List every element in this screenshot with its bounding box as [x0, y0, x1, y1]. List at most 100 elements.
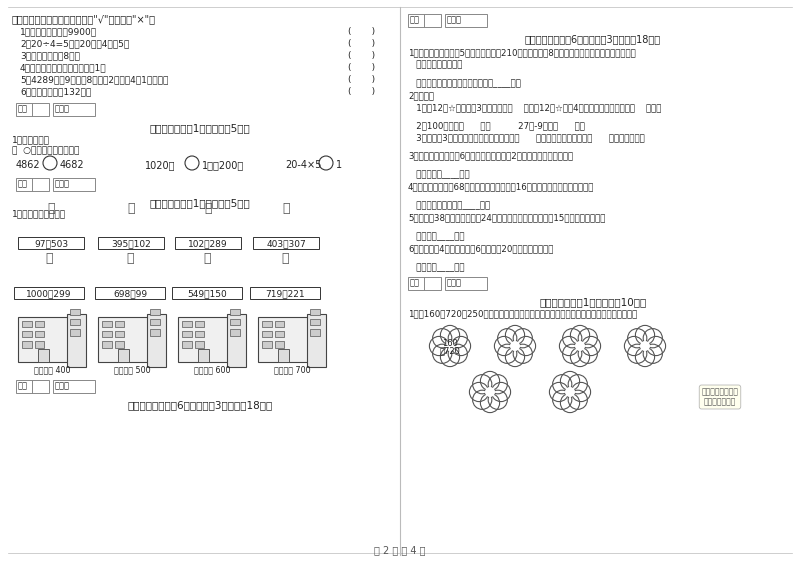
Text: 1千克200克: 1千克200克: [202, 160, 244, 170]
Text: 1、我会比较。: 1、我会比较。: [12, 135, 50, 144]
FancyBboxPatch shape: [258, 317, 309, 362]
Text: 得分: 得分: [18, 179, 28, 188]
Text: (       ): ( ): [348, 51, 375, 60]
Text: 5、4289是由9个千、8个百、2个十和4个1组成的。: 5、4289是由9个千、8个百、2个十和4个1组成的。: [20, 75, 168, 84]
FancyBboxPatch shape: [22, 341, 31, 347]
FancyBboxPatch shape: [38, 349, 50, 362]
Text: 🐦: 🐦: [127, 202, 134, 215]
FancyBboxPatch shape: [194, 341, 204, 347]
Text: (       ): ( ): [348, 75, 375, 84]
Text: 2、100厘米＝（      ）米          27米-9米＝（      ）米: 2、100厘米＝（ ）米 27米-9米＝（ ）米: [408, 121, 585, 130]
FancyBboxPatch shape: [274, 321, 284, 327]
Text: 第 2 页 共 4 页: 第 2 页 共 4 页: [374, 545, 426, 555]
FancyBboxPatch shape: [150, 319, 160, 325]
FancyBboxPatch shape: [175, 237, 241, 249]
Text: 要想写齐全，可要
好好动脑筋啊！: 要想写齐全，可要 好好动脑筋啊！: [702, 387, 738, 407]
Text: 评卷人: 评卷人: [55, 104, 70, 113]
FancyBboxPatch shape: [198, 349, 210, 362]
Text: 六、比一比（共1大题，共计5分）: 六、比一比（共1大题，共计5分）: [150, 123, 250, 133]
FancyBboxPatch shape: [70, 308, 80, 315]
FancyBboxPatch shape: [172, 287, 242, 299]
FancyBboxPatch shape: [182, 341, 191, 347]
FancyBboxPatch shape: [182, 321, 191, 327]
Text: 答：还剩____个。: 答：还剩____个。: [408, 232, 465, 241]
Circle shape: [575, 341, 585, 351]
FancyBboxPatch shape: [53, 178, 95, 191]
FancyBboxPatch shape: [16, 380, 49, 393]
Text: 4、二年级有男学生68人，女学生比男学生少16人，二年级共有学生多少人？: 4、二年级有男学生68人，女学生比男学生少16人，二年级共有学生多少人？: [408, 182, 594, 191]
Text: 九、解决问题（共6小题，每题3分，共计18分）: 九、解决问题（共6小题，每题3分，共计18分）: [525, 34, 661, 44]
FancyBboxPatch shape: [310, 329, 320, 336]
Text: 得数接近 600: 得数接近 600: [194, 365, 230, 374]
FancyBboxPatch shape: [34, 331, 44, 337]
FancyBboxPatch shape: [194, 321, 204, 327]
Text: 得分: 得分: [18, 381, 28, 390]
FancyBboxPatch shape: [67, 314, 86, 367]
Text: 719－221: 719－221: [265, 289, 305, 298]
Text: 🐦: 🐦: [47, 202, 54, 215]
FancyBboxPatch shape: [102, 321, 111, 327]
Text: 得分: 得分: [410, 15, 420, 24]
FancyBboxPatch shape: [230, 329, 240, 336]
FancyBboxPatch shape: [53, 103, 95, 116]
Text: 答：二年级共有学生____人。: 答：二年级共有学生____人。: [408, 201, 490, 210]
Text: 403＋307: 403＋307: [266, 239, 306, 248]
Text: 1、最大的四位数是9900。: 1、最大的四位数是9900。: [20, 27, 97, 36]
Text: 🐦: 🐦: [203, 252, 210, 265]
Circle shape: [640, 341, 650, 351]
FancyBboxPatch shape: [307, 314, 326, 367]
FancyBboxPatch shape: [14, 287, 84, 299]
Text: 4、两个同样大的数相除，商是1。: 4、两个同样大的数相除，商是1。: [20, 63, 106, 72]
FancyBboxPatch shape: [230, 308, 240, 315]
FancyBboxPatch shape: [250, 287, 320, 299]
FancyBboxPatch shape: [147, 314, 166, 367]
Text: 160: 160: [442, 338, 458, 347]
FancyBboxPatch shape: [70, 329, 80, 336]
Text: 🐦: 🐦: [204, 202, 212, 215]
Text: 3、小朋友吃早餐，每6人坐一张桌子，要坐2张桌子，一共有多少人？: 3、小朋友吃早餐，每6人坐一张桌子，要坐2张桌子，一共有多少人？: [408, 151, 573, 160]
FancyBboxPatch shape: [34, 321, 44, 327]
Text: (       ): ( ): [348, 27, 375, 36]
Text: 答：一共有____人。: 答：一共有____人。: [408, 170, 470, 179]
Text: 得分: 得分: [410, 278, 420, 287]
Text: 1: 1: [336, 160, 342, 170]
Text: 十、综合题（共1大题，共计10分）: 十、综合题（共1大题，共计10分）: [539, 297, 646, 307]
Text: 6、商店里有4盒皮球，每盒6个，卖出20个，还剩多少个？: 6、商店里有4盒皮球，每盒6个，卖出20个，还剩多少个？: [408, 244, 554, 253]
FancyBboxPatch shape: [98, 237, 164, 249]
Text: 七、连一连（共1大题，共计5分）: 七、连一连（共1大题，共计5分）: [150, 198, 250, 208]
Circle shape: [445, 341, 455, 351]
FancyBboxPatch shape: [227, 314, 246, 367]
Text: 2、填空。: 2、填空。: [408, 91, 434, 100]
Text: 得数大约 500: 得数大约 500: [114, 365, 150, 374]
Text: 1、育才学校二年级有5个班，共有学生210人，每班要选8人参加跳绳比赛，二年级没有参加跳: 1、育才学校二年级有5个班，共有学生210人，每班要选8人参加跳绳比赛，二年级没…: [408, 48, 636, 57]
FancyBboxPatch shape: [53, 380, 95, 393]
Text: (       ): ( ): [348, 63, 375, 72]
Text: 🐦: 🐦: [46, 252, 53, 265]
FancyBboxPatch shape: [230, 319, 240, 325]
FancyBboxPatch shape: [114, 331, 124, 337]
FancyBboxPatch shape: [16, 178, 49, 191]
Text: 评卷人: 评卷人: [55, 381, 70, 390]
Text: 评卷人: 评卷人: [55, 179, 70, 188]
FancyBboxPatch shape: [102, 341, 111, 347]
Text: 八、解决问题（共6小题，每题3分，共计18分）: 八、解决问题（共6小题，每题3分，共计18分）: [127, 400, 273, 410]
FancyBboxPatch shape: [102, 331, 111, 337]
FancyBboxPatch shape: [18, 237, 84, 249]
FancyBboxPatch shape: [118, 349, 130, 362]
FancyBboxPatch shape: [445, 277, 487, 290]
Text: 得分: 得分: [18, 104, 28, 113]
Text: (       ): ( ): [348, 39, 375, 48]
FancyBboxPatch shape: [178, 317, 229, 362]
FancyBboxPatch shape: [274, 331, 284, 337]
Text: 评卷人: 评卷人: [447, 15, 462, 24]
Text: 549－150: 549－150: [187, 289, 227, 298]
Text: 🐦: 🐦: [282, 202, 290, 215]
Text: 答：二年级没有参加跳绳比赛的有____人。: 答：二年级没有参加跳绳比赛的有____人。: [408, 79, 521, 88]
Text: 698－99: 698－99: [113, 289, 147, 298]
FancyBboxPatch shape: [253, 237, 319, 249]
FancyBboxPatch shape: [310, 308, 320, 315]
Text: 🐦: 🐦: [126, 252, 134, 265]
Text: 🐦: 🐦: [282, 252, 289, 265]
FancyBboxPatch shape: [274, 341, 284, 347]
FancyBboxPatch shape: [70, 319, 80, 325]
